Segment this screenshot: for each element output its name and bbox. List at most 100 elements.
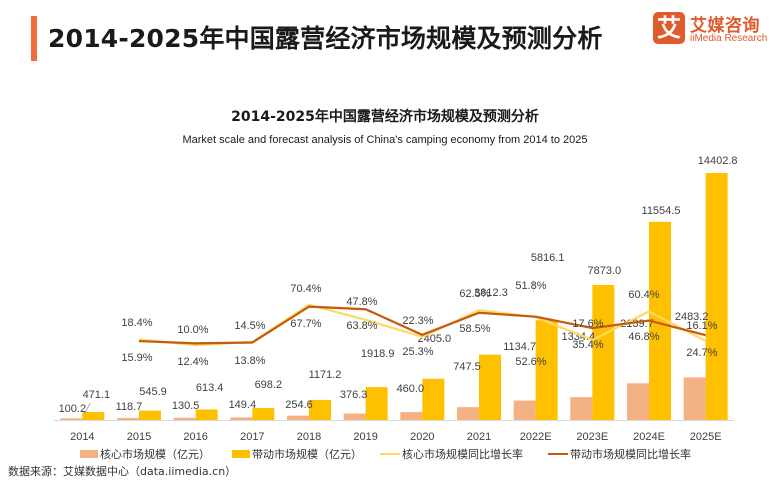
bar-core-2023E: [570, 397, 593, 420]
bar-core-2016: [173, 417, 196, 420]
x-tick-label: 2016: [183, 431, 207, 443]
x-tick-label: 2023E: [576, 431, 608, 443]
bar-core-2019: [343, 413, 366, 420]
bar-label-core: 1134.7: [503, 341, 536, 353]
line-label-core: 18.4%: [121, 317, 152, 329]
logo-en-text: iiMedia Research: [690, 33, 768, 44]
bar-drive-2014: [82, 411, 105, 420]
bar-drive-2022E: [535, 320, 558, 420]
bar-label-drive: 11554.5: [642, 205, 681, 217]
legend-swatch-core-bar: [80, 450, 98, 458]
legend-item-core-line: 核心市场规模同比增长率: [380, 446, 523, 462]
bar-label-core: 149.4: [229, 399, 257, 411]
line-label-drive: 12.4%: [177, 356, 208, 368]
line-label-core: 47.8%: [346, 296, 377, 308]
bar-label-core: 118.7: [116, 401, 143, 413]
bar-drive-2017: [252, 408, 275, 420]
legend-swatch-core-line: [380, 453, 400, 455]
chart-legend: 核心市场规模（亿元） 带动市场规模（亿元） 核心市场规模同比增长率 带动市场规模…: [0, 446, 770, 462]
legend-swatch-drive-bar: [232, 450, 250, 458]
legend-item-drive-line: 带动市场规模同比增长率: [548, 446, 691, 462]
line-label-core: 60.4%: [628, 289, 659, 301]
legend-label: 核心市场规模同比增长率: [402, 448, 523, 461]
bar-drive-2021: [479, 354, 501, 420]
bar-drive-2020: [422, 378, 445, 420]
bar-label-drive: 1171.2: [309, 369, 342, 381]
line-label-drive: 52.6%: [515, 356, 546, 368]
bar-label-drive: 5816.1: [531, 252, 565, 264]
x-tick-label: 2021: [467, 431, 491, 443]
bar-label-drive: 1918.9: [361, 348, 395, 360]
logo-mark-icon: 艾: [653, 12, 685, 44]
line-label-drive: 46.8%: [628, 331, 659, 343]
bar-drive-2015: [139, 410, 161, 420]
line-label-drive: 24.7%: [686, 347, 717, 359]
legend-label: 核心市场规模（亿元）: [100, 448, 210, 461]
legend-label: 带动市场规模同比增长率: [570, 448, 691, 461]
line-label-drive: 35.4%: [572, 339, 603, 351]
x-tick-label: 2015: [127, 431, 151, 443]
bar-label-drive: 3812.3: [474, 287, 508, 299]
x-tick-label: 2022E: [520, 431, 552, 443]
bar-label-core: 1334.4: [562, 331, 596, 343]
page-title: 2014-2025年中国露营经济市场规模及预测分析: [48, 24, 603, 53]
x-tick-label: 2025E: [690, 431, 722, 443]
line-label-core: 62.5%: [459, 288, 490, 300]
bar-drive-2019: [365, 387, 388, 420]
x-tick-label: 2017: [240, 431, 264, 443]
legend-item-core-bar: 核心市场规模（亿元）: [80, 446, 210, 462]
bar-label-drive: 471.1: [83, 389, 111, 401]
line-label-drive: 58.5%: [459, 323, 490, 335]
x-tick-label: 2024E: [633, 431, 665, 443]
x-tick-label: 2014: [70, 431, 94, 443]
bar-label-core: 747.5: [453, 361, 481, 373]
line-label-drive: 25.3%: [402, 346, 433, 358]
line-label-core: 70.4%: [290, 283, 321, 295]
x-tick-label: 2020: [410, 431, 434, 443]
legend-item-drive-bar: 带动市场规模（亿元）: [232, 446, 362, 462]
bar-label-drive: 7873.0: [588, 265, 622, 277]
line-label-core: 16.1%: [686, 320, 717, 332]
chart-title: 2014-2025年中国露营经济市场规模及预测分析: [231, 109, 539, 125]
bar-label-drive: 14402.8: [698, 155, 738, 167]
bar-drive-2025E: [705, 173, 728, 420]
title-accent-bar: [31, 16, 37, 61]
logo-cn-text: 艾媒咨询: [690, 16, 760, 36]
bar-core-2024E: [627, 383, 649, 420]
bar-label-core: 2483.2: [675, 311, 709, 323]
bar-label-core: 100.2: [59, 403, 87, 415]
bar-label-drive: 698.2: [255, 379, 283, 391]
x-tick-label: 2019: [353, 431, 377, 443]
bar-label-core: 254.6: [285, 399, 313, 411]
bar-core-2017: [230, 417, 253, 420]
bar-label-drive: 545.9: [139, 386, 167, 398]
bar-drive-2023E: [592, 284, 615, 420]
line-label-drive: 67.7%: [290, 318, 321, 330]
line-label-core: 22.3%: [402, 315, 433, 327]
data-source: 数据来源：艾媒数据中心（data.iimedia.cn）: [8, 465, 237, 478]
line-label-drive: 15.9%: [121, 352, 152, 364]
bar-drive-2024E: [649, 221, 671, 420]
legend-label: 带动市场规模（亿元）: [252, 448, 362, 461]
bar-core-2020: [400, 412, 423, 420]
line-label-drive: 13.8%: [234, 355, 265, 367]
logo: 艾 艾媒咨询 iiMedia Research: [653, 12, 767, 48]
bar-label-drive: 613.4: [196, 382, 224, 394]
label-leader-line: [83, 402, 91, 415]
bar-core-2014: [60, 418, 83, 420]
bar-drive-2016: [195, 409, 218, 420]
bar-core-2015: [117, 417, 139, 420]
chart-subtitle: Market scale and forecast analysis of Ch…: [182, 134, 588, 146]
bar-label-core: 376.3: [340, 389, 368, 401]
bar-label-core: 460.0: [397, 383, 425, 395]
bar-core-2021: [457, 407, 479, 420]
bar-label-core: 130.5: [172, 400, 200, 412]
line-label-core: 51.8%: [515, 280, 546, 292]
bar-core-2022E: [513, 400, 536, 420]
line-label-drive: 63.8%: [346, 320, 377, 332]
legend-swatch-drive-line: [548, 453, 568, 455]
bar-drive-2018: [309, 399, 331, 420]
line-label-core: 17.6%: [572, 318, 603, 330]
x-tick-label: 2018: [297, 431, 321, 443]
